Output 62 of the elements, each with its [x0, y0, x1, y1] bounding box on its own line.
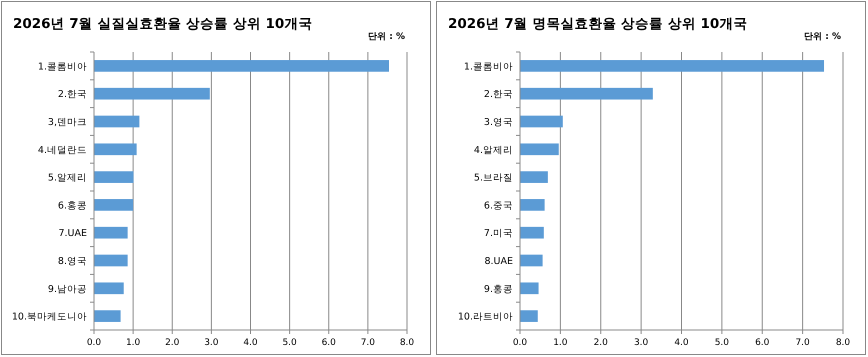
x-tick-label: 5.0	[714, 338, 730, 348]
x-tick-label: 4.0	[674, 338, 689, 348]
chart-title: 2026년 7월 실질실효환율 상승률 상위 10개국	[13, 16, 312, 32]
y-tick-label: 5.알제리	[48, 172, 87, 184]
y-tick-label: 10.북마케도니아	[12, 312, 87, 323]
y-tick-label: 1.콜롬비아	[464, 61, 513, 72]
x-tick-label: 8.0	[836, 338, 850, 348]
bar	[520, 254, 543, 266]
x-tick-label: 0.0	[512, 338, 528, 348]
y-tick-label: 6.중국	[484, 200, 513, 212]
y-tick-label: 6.홍콩	[58, 200, 87, 212]
x-tick-label: 4.0	[243, 338, 258, 348]
y-tick-label: 1.콜롬비아	[38, 61, 87, 72]
y-tick-label: 9.남아공	[48, 284, 87, 295]
bar	[520, 226, 544, 239]
x-tick-label: 6.0	[322, 338, 336, 348]
bar	[520, 282, 539, 294]
bar	[94, 60, 390, 72]
bar	[94, 226, 128, 239]
bar	[94, 143, 137, 156]
x-tick-label: 0.0	[86, 338, 102, 348]
x-tick-label: 1.0	[126, 338, 141, 348]
y-tick-label: 4.네덜란드	[38, 144, 87, 156]
y-tick-label: 3.영국	[484, 117, 513, 128]
bar	[94, 171, 134, 183]
bar	[520, 116, 563, 128]
y-tick-label: 8.UAE	[484, 256, 513, 267]
bar	[520, 310, 538, 322]
y-tick-label: 7.미국	[484, 228, 513, 240]
y-tick-label: 8.영국	[58, 256, 87, 267]
x-tick-label: 2.0	[594, 338, 608, 348]
chart-title: 2026년 7월 명목실효환율 상승률 상위 10개국	[448, 16, 748, 32]
x-tick-label: 8.0	[400, 338, 414, 348]
x-tick-label: 1.0	[553, 338, 568, 348]
y-tick-label: 2.한국	[484, 89, 513, 100]
bar	[520, 143, 559, 156]
x-tick-label: 7.0	[360, 338, 376, 348]
bar	[520, 60, 824, 72]
bar	[94, 310, 121, 322]
y-tick-label: 7.UAE	[58, 228, 87, 240]
bar	[94, 116, 140, 128]
y-tick-label: 3,덴마크	[48, 117, 87, 128]
x-tick-label: 6.0	[755, 338, 770, 348]
x-tick-label: 5.0	[282, 338, 298, 348]
x-tick-label: 3.0	[634, 338, 649, 348]
y-tick-label: 5.브라질	[474, 172, 513, 184]
bar	[520, 199, 545, 211]
text: 단위 : %	[804, 32, 841, 42]
bar	[94, 88, 210, 100]
y-tick-label: 4.알제리	[474, 144, 513, 156]
x-tick-label: 7.0	[795, 338, 810, 348]
y-tick-label: 10.라트비아	[458, 312, 513, 323]
bar	[94, 282, 124, 294]
y-tick-label: 2.한국	[58, 89, 87, 100]
x-tick-label: 3.0	[204, 338, 219, 348]
bar	[520, 171, 548, 183]
bar	[520, 88, 653, 100]
y-tick-label: 9.홍콩	[484, 284, 513, 295]
bar	[94, 199, 134, 211]
x-tick-label: 2.0	[165, 338, 180, 348]
text: 단위 : %	[368, 32, 405, 42]
bar	[94, 254, 128, 266]
